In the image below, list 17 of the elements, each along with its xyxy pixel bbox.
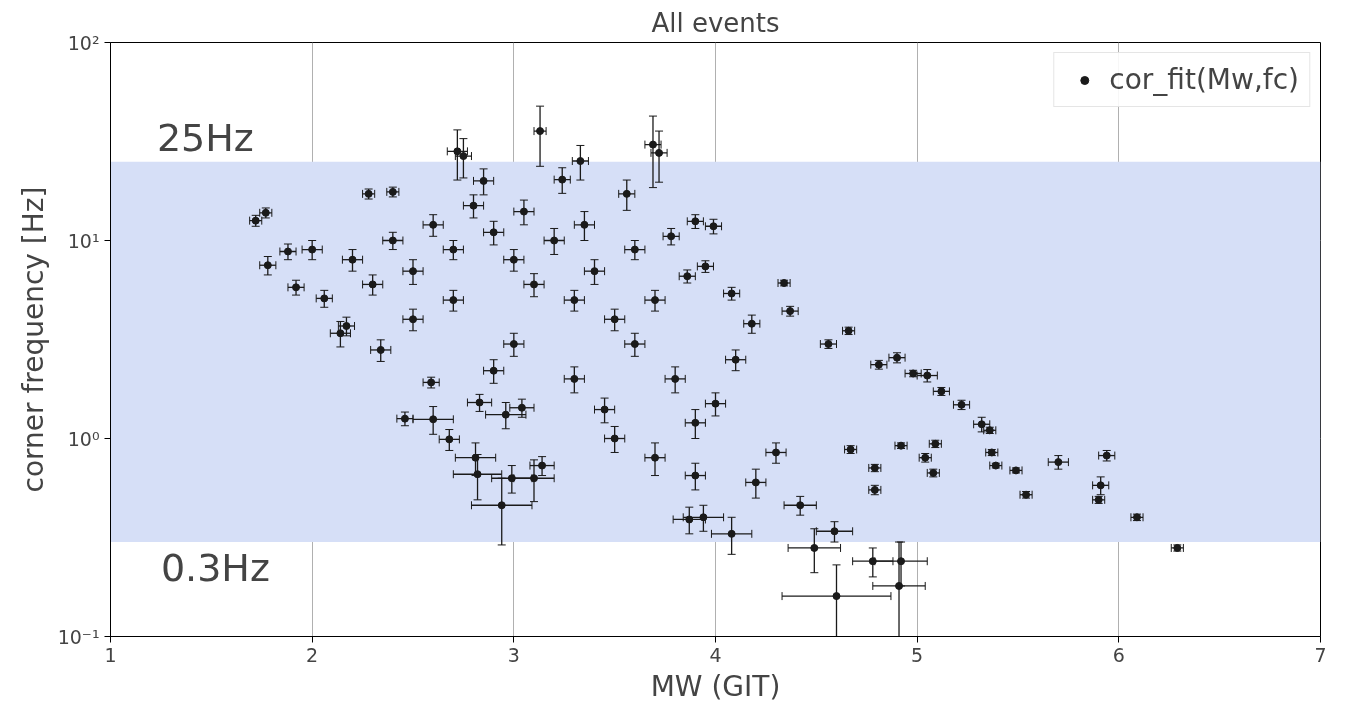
- x-tick-label: 1: [104, 643, 117, 666]
- x-tick-label: 6: [1112, 643, 1125, 666]
- x-axis-title: MW (GIT): [650, 669, 781, 703]
- y-tick-label: 10¹: [67, 229, 100, 252]
- y-axis-title: corner frequency [Hz]: [16, 186, 50, 493]
- chart-title: All events: [651, 7, 780, 38]
- annotation: 0.3Hz: [160, 546, 270, 591]
- legend-label: cor_fit(Mw,fc): [1109, 63, 1299, 96]
- x-tick-label: 4: [709, 643, 722, 666]
- annotation: 25Hz: [156, 115, 254, 160]
- y-tick-label: 10⁻¹: [57, 625, 100, 648]
- x-tick-label: 2: [306, 643, 319, 666]
- x-tick-label: 5: [911, 643, 924, 666]
- y-tick-label: 10⁰: [67, 427, 100, 450]
- y-tick-label: 10²: [67, 31, 100, 54]
- x-tick-label: 7: [1314, 643, 1327, 666]
- x-tick-label: 3: [507, 643, 520, 666]
